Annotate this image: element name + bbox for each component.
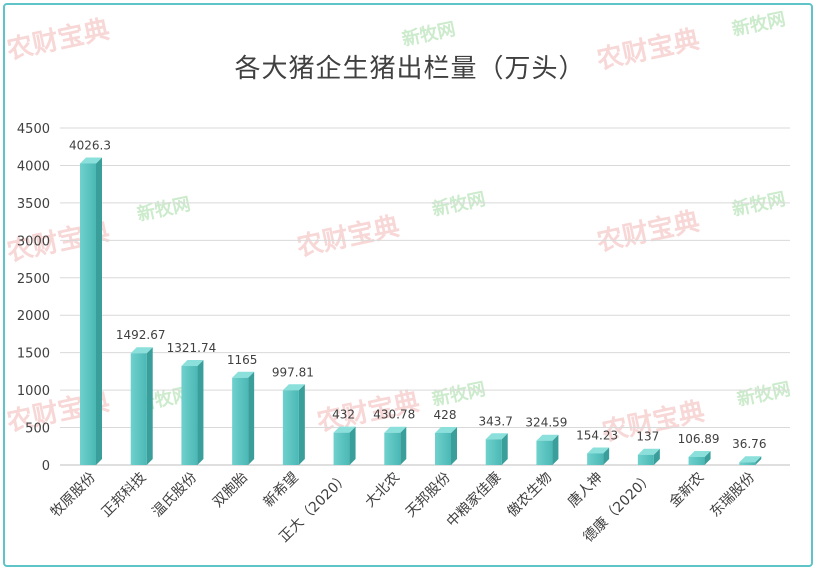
category-label: 金新农 [666, 470, 707, 511]
bar [637, 454, 654, 465]
bar-side [653, 448, 660, 465]
y-tick-label: 4500 [17, 122, 50, 137]
category-label: 正邦科技 [99, 470, 150, 521]
bar-top [232, 371, 255, 378]
bar-side [603, 447, 610, 465]
category-label: 唐人神 [564, 469, 606, 511]
bar-side [501, 433, 508, 465]
bar [232, 377, 249, 465]
watermark-0: 农财宝典 [3, 14, 112, 66]
bar [130, 353, 147, 465]
bar-top [688, 450, 711, 457]
watermark-2: 农财宝典 [593, 24, 702, 76]
bar [587, 453, 604, 465]
watermark-15: 新牧网 [735, 378, 792, 411]
category-label: 大北农 [362, 470, 403, 511]
value-label: 324.59 [525, 416, 567, 430]
y-tick-label: 4000 [17, 159, 50, 174]
bar-top [181, 360, 204, 367]
value-label: 432 [332, 408, 355, 422]
bar-side [96, 157, 102, 466]
bar-top [333, 426, 356, 433]
y-tick-label: 2500 [17, 272, 50, 287]
bar-side [146, 347, 153, 465]
value-label: 1165 [227, 353, 258, 367]
y-tick-label: 3000 [17, 234, 50, 249]
bar-side [298, 384, 305, 465]
bar-top [282, 384, 305, 391]
bar-side [197, 360, 204, 465]
chart-title: 各大猪企生猪出栏量（万头） [234, 54, 586, 84]
watermark-1: 新牧网 [400, 18, 457, 51]
bar-top [536, 434, 559, 441]
watermark-13: 新牧网 [430, 378, 487, 411]
y-tick-label: 2000 [17, 309, 50, 324]
value-label: 36.76 [732, 437, 766, 451]
category-label: 牧原股份 [48, 470, 99, 521]
bar-top [435, 426, 457, 433]
y-tick-label: 500 [25, 422, 50, 437]
bar [739, 462, 756, 465]
value-label: 343.7 [479, 414, 513, 428]
bar [688, 456, 705, 465]
watermark-6: 农财宝典 [293, 211, 402, 263]
y-tick-label: 3500 [17, 197, 50, 212]
value-label: 997.81 [272, 365, 314, 379]
bar [435, 432, 451, 465]
bar-side [349, 426, 356, 465]
watermark-4: 新牧网 [135, 193, 192, 226]
value-label: 430.78 [373, 408, 415, 422]
bar-top [739, 456, 762, 463]
bar-top [384, 426, 407, 433]
watermark-9: 新牧网 [730, 188, 787, 221]
bar-side [451, 426, 457, 465]
value-label: 428 [434, 408, 457, 422]
value-label: 1321.74 [167, 341, 217, 355]
bar [80, 163, 96, 466]
y-tick-label: 1500 [17, 347, 50, 362]
category-label: 东瑞股份 [707, 470, 758, 521]
bar-side [755, 456, 762, 465]
y-tick-label: 1000 [17, 384, 50, 399]
value-label: 1492.67 [116, 328, 166, 342]
bar-side [552, 434, 559, 465]
value-label: 154.23 [576, 428, 618, 442]
bar [384, 432, 401, 465]
bar [181, 366, 198, 465]
watermark-3: 新牧网 [730, 8, 787, 41]
bar-top [637, 448, 660, 455]
category-label: 新希望 [261, 470, 302, 511]
y-axis: 0 500 1000 1500 2000 2500 3000 3500 4000 4500 [17, 122, 50, 474]
bar-top [485, 433, 508, 440]
category-label: 双胞胎 [210, 470, 251, 511]
category-label: 温氏股份 [149, 470, 200, 521]
value-label: 106.89 [678, 432, 720, 446]
y-tick-label: 0 [42, 459, 50, 474]
bar-top [80, 157, 102, 164]
watermark-7: 新牧网 [430, 188, 487, 221]
bar [282, 390, 299, 465]
chart-frame [3, 3, 813, 567]
bar-side [400, 426, 407, 465]
bar-top [587, 447, 610, 454]
value-label: 137 [636, 430, 659, 444]
bar-top [130, 347, 153, 354]
bar [333, 432, 350, 465]
bar [536, 440, 553, 465]
watermark-8: 农财宝典 [593, 206, 702, 258]
bar [485, 439, 502, 465]
bar-side [248, 371, 255, 465]
bar-side [704, 450, 711, 465]
category-label: 中粮家佳康 [443, 469, 505, 531]
category-label: 天邦股份 [403, 470, 454, 521]
category-label: 傲农生物 [504, 470, 555, 521]
value-label: 4026.3 [69, 138, 111, 152]
